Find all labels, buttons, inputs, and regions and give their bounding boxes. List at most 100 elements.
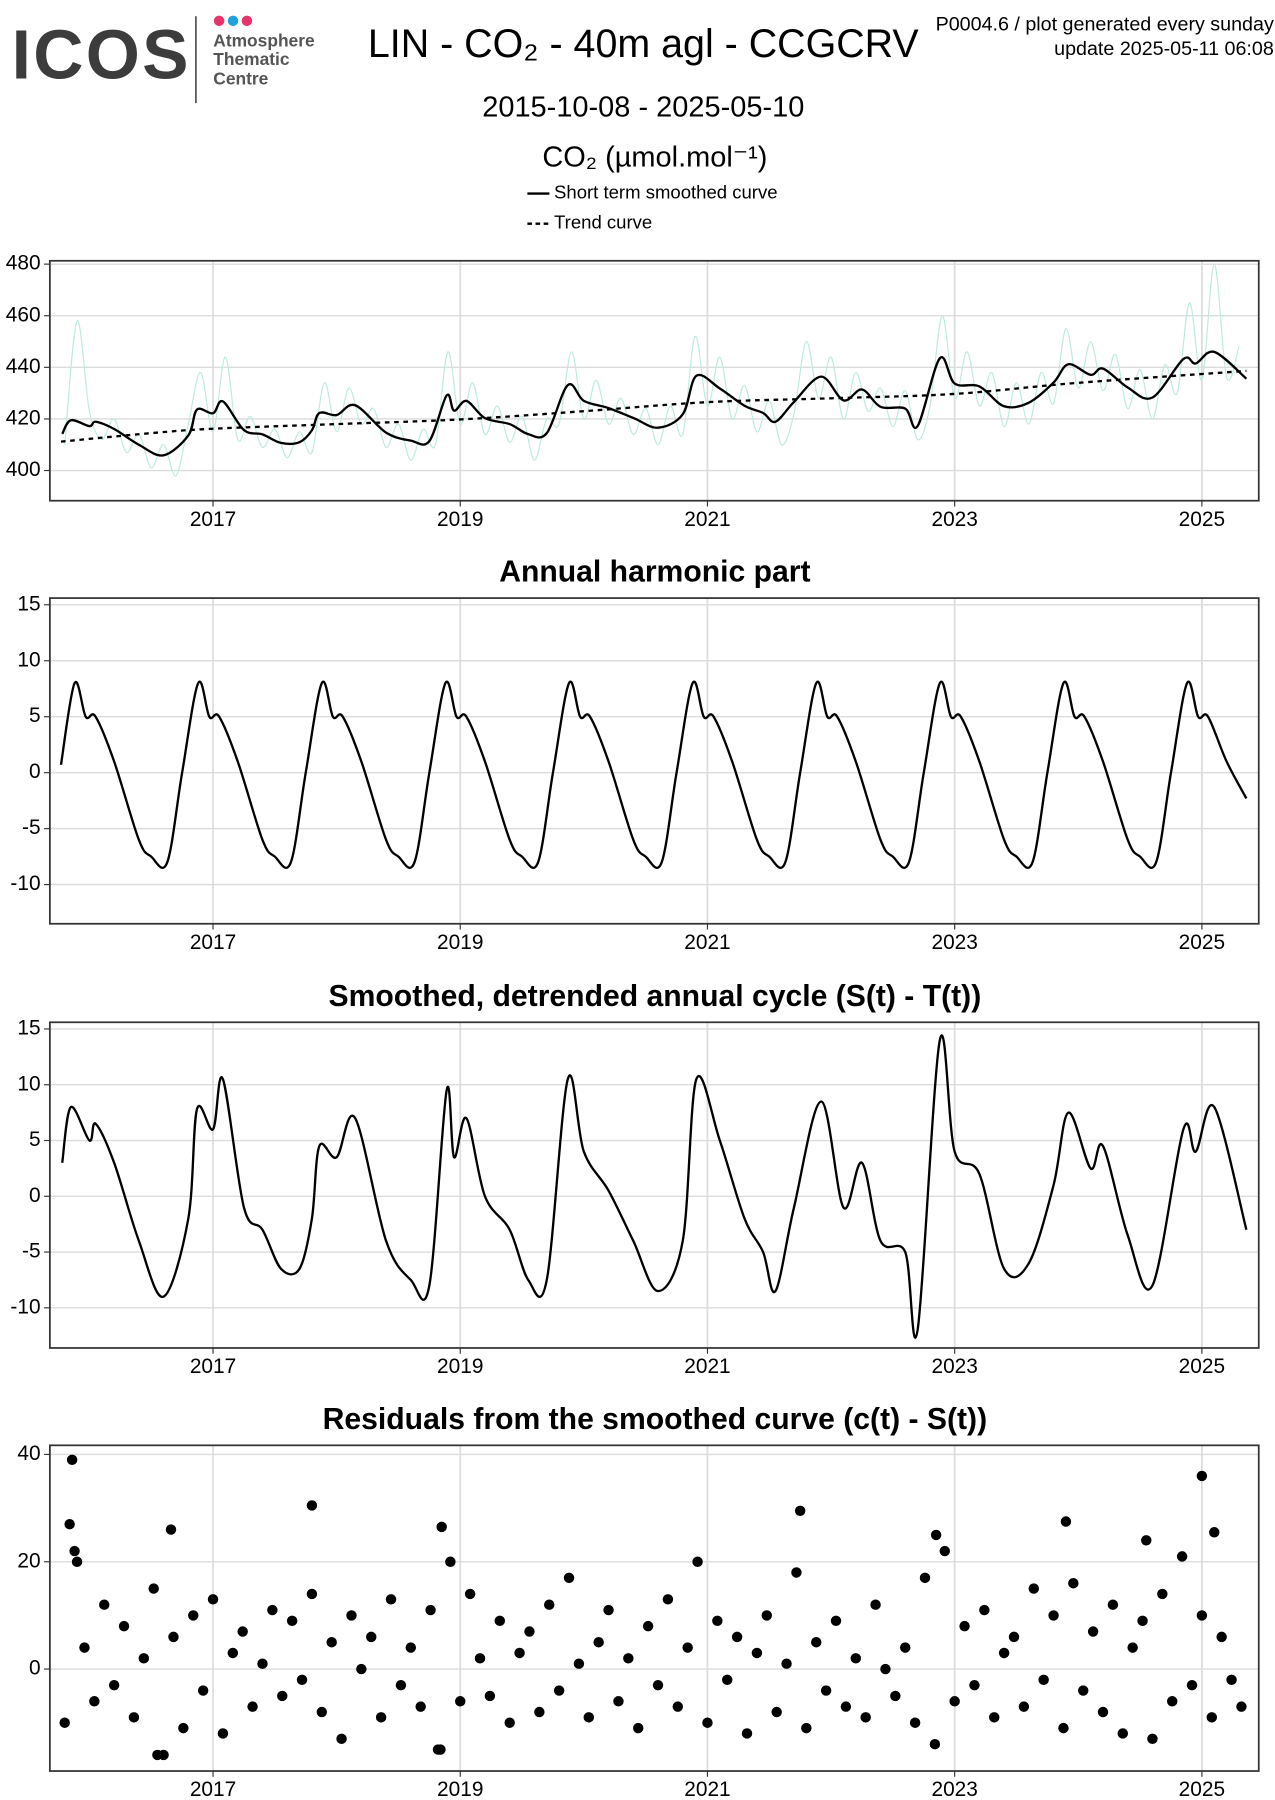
point	[781, 1658, 792, 1669]
subtitle: 2015-10-08 - 2025-05-10	[482, 92, 804, 124]
x-tick-label: 2023	[931, 1778, 977, 1800]
legend-label: Trend curve	[554, 212, 652, 233]
point	[712, 1615, 723, 1627]
x-tick-label: 2023	[931, 508, 977, 531]
panel-title: Annual harmonic part	[499, 556, 810, 589]
point	[949, 1696, 960, 1707]
point	[672, 1701, 684, 1712]
point	[227, 1647, 239, 1659]
point	[197, 1685, 209, 1696]
point	[969, 1679, 980, 1691]
y-tick-label: 5	[29, 704, 41, 727]
point	[880, 1663, 891, 1675]
point	[237, 1626, 248, 1637]
point	[296, 1674, 308, 1686]
y-tick-label: 40	[17, 1442, 40, 1465]
point	[1107, 1599, 1119, 1610]
x-tick-label: 2019	[437, 931, 483, 954]
panel-title: Smoothed, detrended annual cycle (S(t) -…	[329, 980, 982, 1013]
point	[1008, 1631, 1020, 1643]
x-tick-label: 2017	[190, 1778, 236, 1800]
point	[1048, 1610, 1059, 1621]
point	[66, 1454, 78, 1466]
point	[909, 1717, 921, 1728]
point	[165, 1524, 177, 1535]
point	[346, 1610, 357, 1621]
logo-dot	[213, 15, 225, 27]
point	[455, 1696, 466, 1707]
point	[178, 1722, 189, 1734]
point	[326, 1637, 337, 1648]
x-tick-label: 2017	[190, 931, 236, 954]
point	[642, 1620, 654, 1632]
point	[1226, 1674, 1237, 1686]
y-tick-label: 440	[6, 355, 41, 378]
point	[385, 1594, 397, 1605]
y-tick-label: 15	[17, 592, 40, 615]
point	[820, 1685, 832, 1696]
point	[79, 1642, 90, 1653]
point	[108, 1679, 120, 1691]
point	[702, 1717, 713, 1728]
data-line	[64, 263, 1240, 477]
point	[1068, 1578, 1079, 1589]
point	[563, 1572, 575, 1584]
point	[1216, 1631, 1227, 1643]
point	[464, 1588, 476, 1600]
point	[89, 1696, 100, 1707]
point	[1167, 1696, 1178, 1707]
x-tick-label: 2017	[190, 1355, 236, 1378]
point	[930, 1529, 942, 1541]
y-label: CO₂ (µmol.mol⁻¹)	[542, 141, 767, 173]
point	[1186, 1679, 1198, 1691]
point	[436, 1521, 447, 1533]
y-tick-label: 5	[29, 1128, 41, 1151]
point	[989, 1712, 1000, 1723]
point	[1097, 1706, 1109, 1718]
logo: ICOS	[12, 16, 191, 94]
panel-title: Residuals from the smoothed curve (c(t) …	[323, 1403, 988, 1436]
point	[1196, 1470, 1208, 1482]
point	[395, 1679, 407, 1691]
point	[603, 1604, 614, 1616]
point	[64, 1518, 75, 1530]
point	[432, 1744, 444, 1755]
point	[544, 1599, 555, 1610]
y-tick-label: 0	[29, 1657, 41, 1680]
point	[217, 1728, 229, 1739]
point	[71, 1556, 83, 1567]
point	[1018, 1701, 1030, 1712]
plot-border	[48, 597, 1260, 925]
y-tick-label: -10	[10, 872, 40, 895]
plot-area	[49, 1022, 1259, 1348]
point	[1209, 1527, 1220, 1538]
code: P0004.6 / plot generated every sunday	[936, 14, 1274, 36]
point	[998, 1647, 1010, 1659]
y-tick-label: 0	[29, 1184, 41, 1207]
point	[1117, 1728, 1128, 1739]
y-tick-label: 400	[6, 458, 41, 481]
x-tick-label: 2019	[437, 1355, 483, 1378]
point	[593, 1637, 604, 1648]
x-tick-label: 2019	[437, 1778, 483, 1800]
point	[692, 1556, 703, 1567]
point	[306, 1588, 318, 1600]
data-line	[61, 1034, 1248, 1339]
point	[152, 1749, 163, 1761]
data-line	[59, 680, 1248, 869]
point	[524, 1626, 535, 1637]
point	[128, 1712, 140, 1723]
point	[445, 1556, 456, 1567]
x-tick-label: 2019	[437, 508, 483, 531]
point	[929, 1738, 941, 1750]
point	[919, 1572, 931, 1584]
x-tick-label: 2021	[684, 508, 730, 531]
y-tick-label: 420	[6, 406, 41, 429]
point	[1236, 1701, 1247, 1712]
point	[99, 1599, 110, 1610]
y-tick-label: 0	[29, 760, 41, 783]
plot-border	[48, 1444, 1260, 1772]
point	[722, 1674, 733, 1686]
plot-area	[49, 1445, 1259, 1772]
